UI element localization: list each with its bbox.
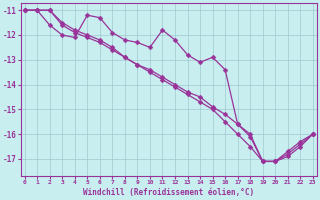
- X-axis label: Windchill (Refroidissement éolien,°C): Windchill (Refroidissement éolien,°C): [83, 188, 254, 197]
